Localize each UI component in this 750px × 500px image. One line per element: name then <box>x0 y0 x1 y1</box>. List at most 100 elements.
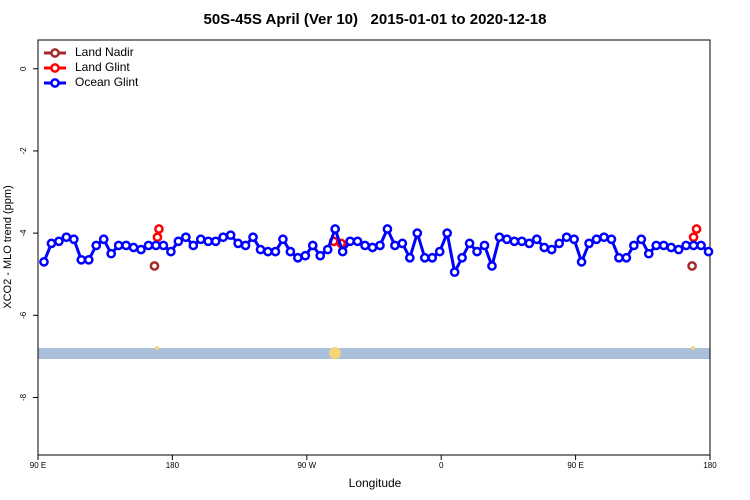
data-point <box>673 244 684 255</box>
data-point <box>479 240 490 251</box>
data-point <box>404 252 415 263</box>
data-point <box>621 252 632 263</box>
data-point <box>531 234 542 245</box>
data-point <box>158 240 169 251</box>
data-point <box>584 238 594 249</box>
data-point <box>300 250 311 261</box>
data-point <box>352 236 363 247</box>
data-point <box>285 246 296 257</box>
data-point <box>54 236 64 247</box>
data-point <box>397 238 408 249</box>
data-point <box>68 234 79 245</box>
data-point <box>516 236 527 247</box>
data-point <box>180 232 191 243</box>
data-point <box>322 244 333 255</box>
data-point <box>412 228 423 238</box>
legend-label: Ocean Glint <box>75 75 139 89</box>
x-tick-label: 90 E <box>30 461 46 470</box>
data-point <box>39 257 49 267</box>
data-point <box>599 232 609 243</box>
data-point <box>255 244 266 255</box>
coverage-dot <box>155 346 159 350</box>
data-point <box>195 234 206 245</box>
data-point <box>128 242 139 253</box>
legend-label: Land Glint <box>75 60 130 74</box>
data-point <box>487 261 497 271</box>
x-tick-label: 180 <box>703 461 717 470</box>
data-point <box>651 240 662 251</box>
y-axis-label: XCO2 - MLO trend (ppm) <box>2 185 14 308</box>
data-point <box>345 236 355 247</box>
data-point <box>696 240 706 251</box>
data-point <box>151 240 161 251</box>
legend-label: Land Nadir <box>75 45 134 59</box>
data-point <box>166 246 176 257</box>
data-point <box>240 240 251 251</box>
data-point <box>681 240 691 251</box>
legend-marker <box>50 48 60 58</box>
data-point <box>218 232 229 243</box>
data-point <box>113 240 124 251</box>
data-point <box>442 228 453 238</box>
data-point <box>143 240 154 251</box>
data-point <box>307 240 318 251</box>
data-point <box>270 246 281 257</box>
data-point <box>614 252 624 263</box>
data-point <box>561 232 572 243</box>
coverage-dot <box>691 346 695 350</box>
data-point <box>360 240 370 251</box>
data-point <box>427 252 438 263</box>
data-point <box>390 240 400 251</box>
x-tick-label: 90 E <box>567 461 583 470</box>
y-tick-label: -2 <box>19 147 28 155</box>
data-point <box>203 236 214 247</box>
data-point <box>688 232 699 243</box>
data-point <box>225 230 236 241</box>
data-point <box>76 254 87 265</box>
data-point <box>173 236 184 247</box>
data-point <box>472 246 482 257</box>
data-point <box>606 234 617 245</box>
data-point <box>382 224 393 234</box>
data-point <box>248 232 258 243</box>
data-point <box>464 238 475 249</box>
data-point <box>367 242 378 253</box>
data-point <box>434 246 445 257</box>
legend-marker <box>50 78 60 88</box>
data-point <box>46 238 57 249</box>
data-point <box>703 246 714 257</box>
data-point <box>315 250 326 261</box>
data-point <box>91 240 102 251</box>
y-tick-label: 0 <box>19 66 28 71</box>
data-point <box>136 244 146 255</box>
legend-marker <box>50 63 60 73</box>
x-tick-label: 180 <box>166 461 180 470</box>
data-point <box>591 234 602 245</box>
x-axis-label: Longitude <box>349 476 402 490</box>
data-point <box>210 236 221 247</box>
data-point <box>419 252 430 263</box>
data-point <box>152 232 163 243</box>
data-point <box>457 252 467 263</box>
coverage-dot <box>329 347 341 359</box>
chart-title: 50S-45S April (Ver 10) 2015-01-01 to 202… <box>204 11 547 28</box>
data-point <box>278 234 288 245</box>
data-point <box>449 267 460 278</box>
data-point <box>643 248 654 259</box>
data-point <box>98 234 109 245</box>
data-point <box>83 254 94 265</box>
data-point <box>233 238 243 249</box>
data-point <box>691 224 702 234</box>
y-tick-label: -6 <box>19 311 28 319</box>
data-point <box>569 234 579 245</box>
data-point <box>688 240 699 251</box>
data-point <box>494 232 505 243</box>
data-point <box>666 242 677 253</box>
data-point <box>292 252 303 263</box>
data-point <box>149 261 160 271</box>
x-tick-label: 90 W <box>297 461 316 470</box>
y-tick-label: -4 <box>19 229 28 237</box>
data-point <box>524 238 535 249</box>
